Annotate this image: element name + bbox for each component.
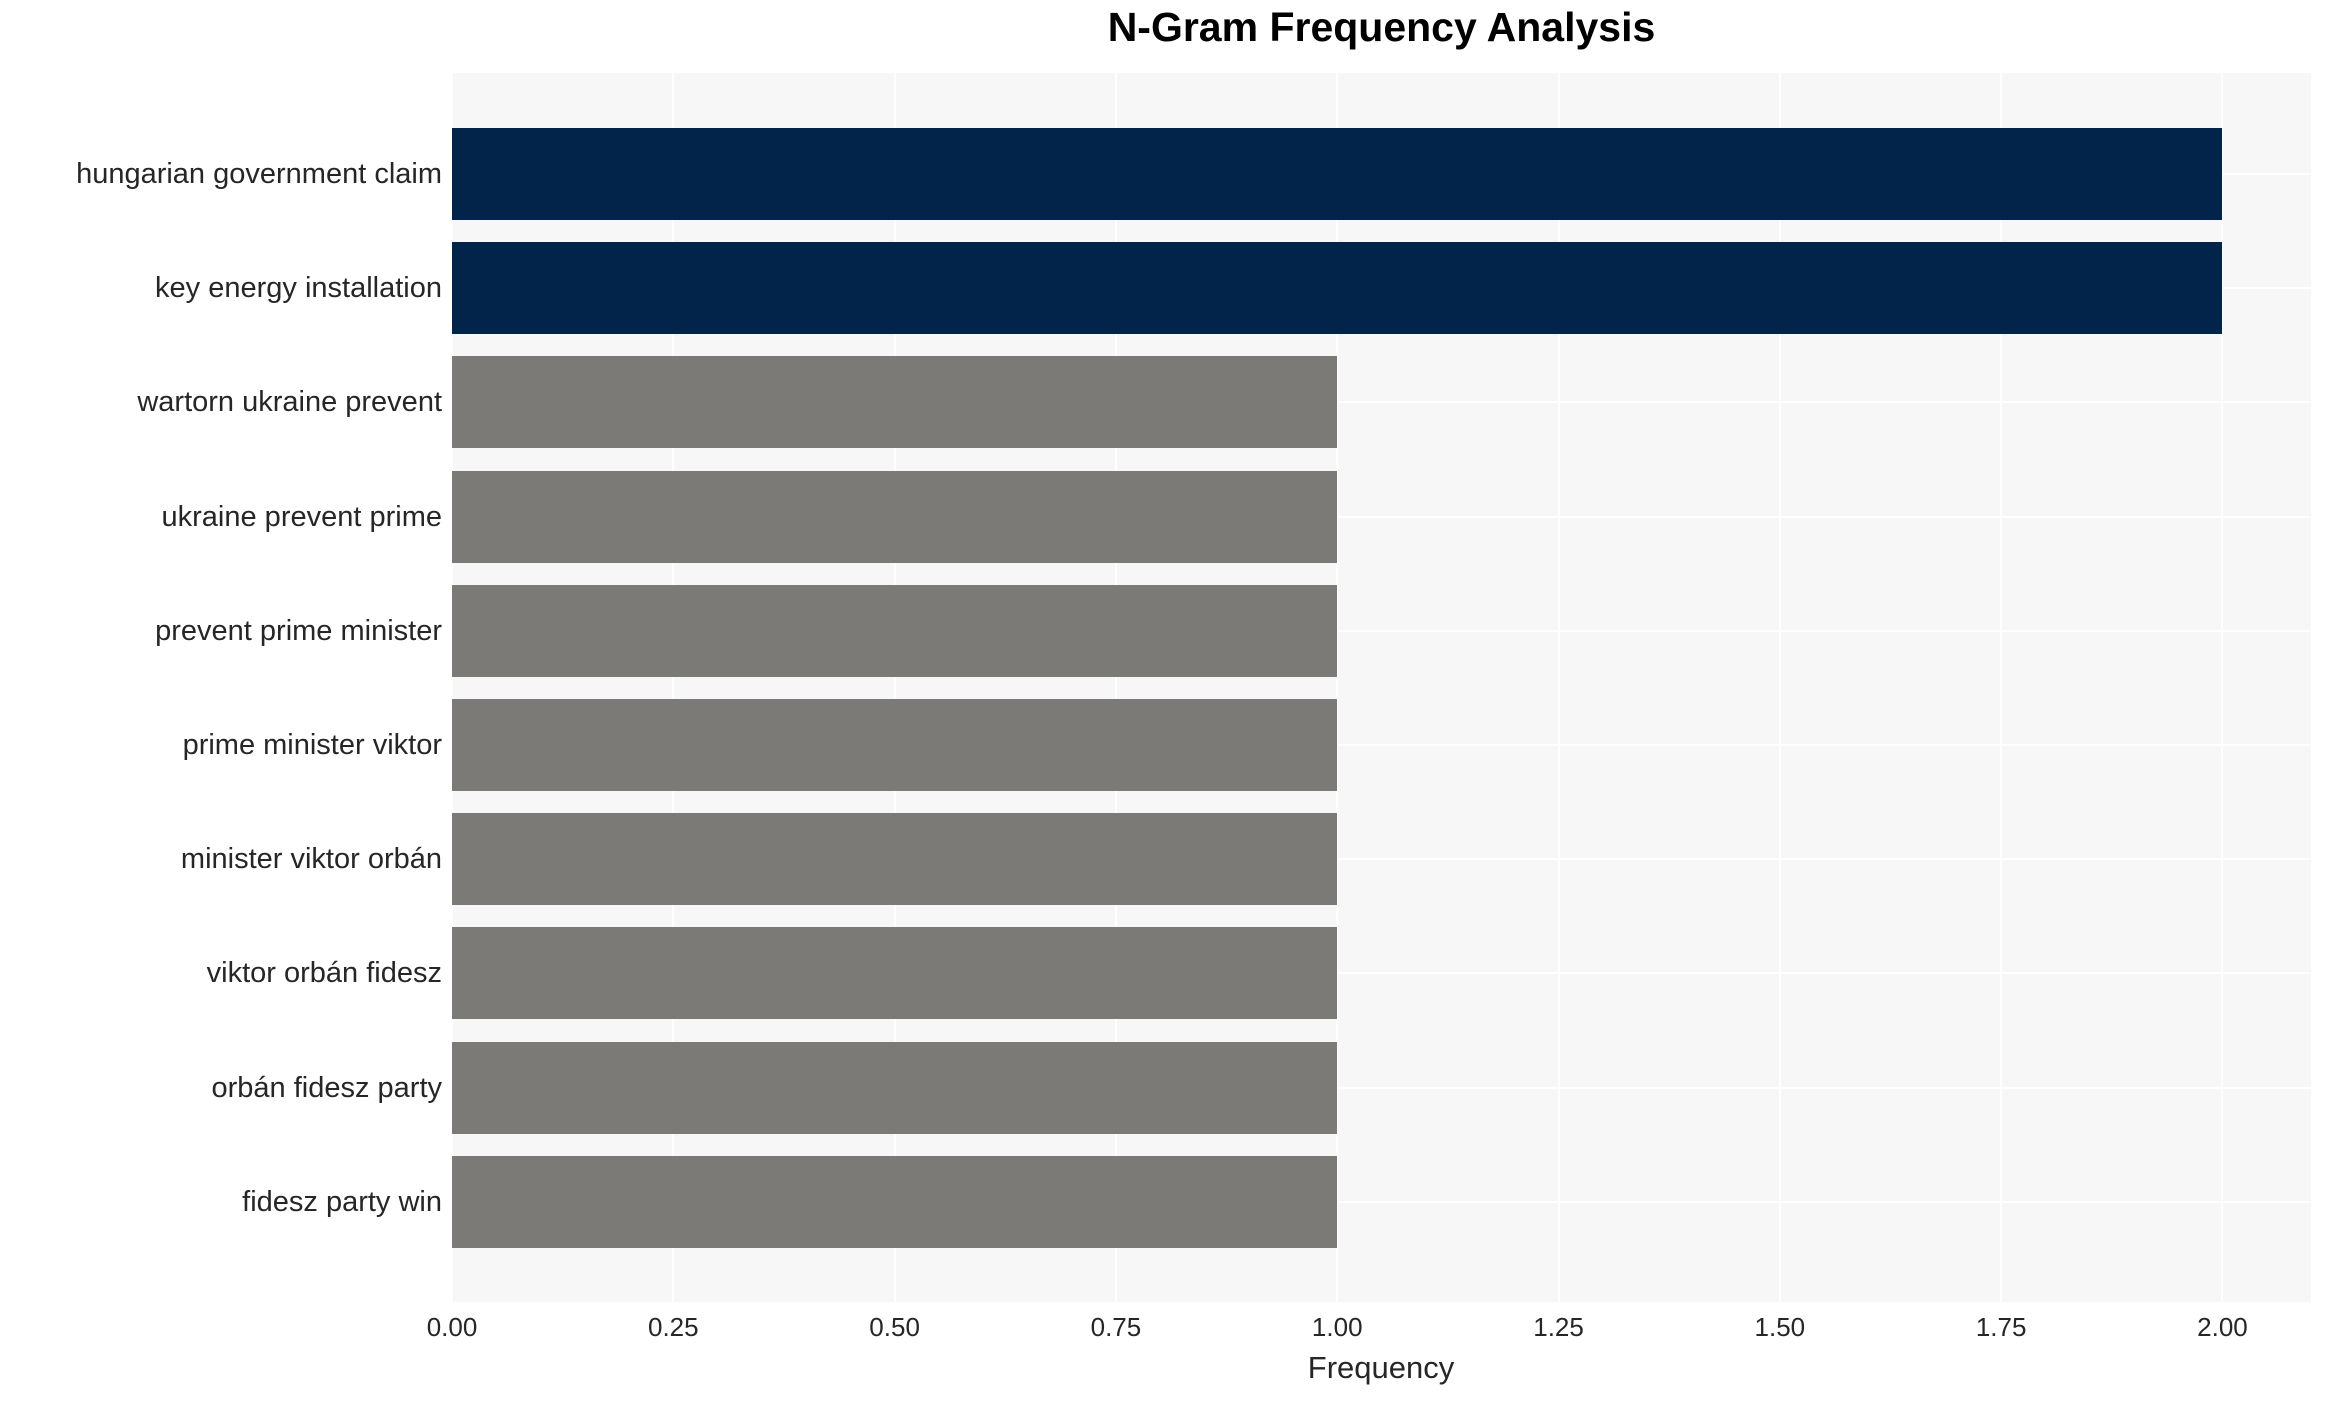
x-tick-label: 1.25 [1533, 1312, 1584, 1342]
bar-orbán-fidesz-party [452, 1041, 1338, 1134]
horizontal-gridline [452, 401, 2311, 404]
vertical-gridline [1114, 73, 1117, 1302]
vertical-gridline [672, 73, 675, 1302]
vertical-gridline [893, 73, 896, 1302]
category-label: prevent prime minister [155, 614, 442, 647]
category-label: minister viktor orbán [180, 843, 442, 876]
x-tick-label: 1.50 [1754, 1312, 1806, 1342]
bar-hungarian-government-claim [452, 128, 2223, 220]
vertical-gridline [2221, 73, 2224, 1302]
bar-key-energy-installation [452, 242, 2223, 335]
horizontal-gridline [452, 1086, 2311, 1089]
plot-area [451, 73, 2311, 1302]
bar-prime-minister-viktor [452, 699, 1338, 791]
bar-wartorn-ukraine-prevent [452, 356, 1338, 449]
x-tick-label: 2.00 [2197, 1312, 2248, 1342]
x-tick-label: 1.75 [1975, 1312, 2027, 1342]
vertical-gridline [1557, 73, 1560, 1302]
vertical-gridline [1778, 73, 1781, 1302]
vertical-gridline [1336, 73, 1339, 1302]
bar-viktor-orbán-fidesz [452, 927, 1338, 1020]
x-tick-label: 0.00 [426, 1312, 478, 1342]
category-label: fidesz party win [242, 1185, 442, 1218]
bar-minister-viktor-orbán [452, 813, 1338, 906]
x-tick-label: 0.25 [647, 1312, 699, 1342]
x-tick-label: 0.50 [869, 1312, 920, 1342]
chart-title: N-Gram Frequency Analysis [1107, 4, 1656, 50]
category-label: viktor orbán fidesz [206, 957, 442, 990]
category-label: wartorn ukraine prevent [137, 386, 442, 419]
horizontal-gridline [452, 515, 2311, 518]
bar-fidesz-party-win [452, 1155, 1338, 1248]
x-tick-label: 1.00 [1311, 1312, 1363, 1342]
x-tick-label: 0.75 [1090, 1312, 1142, 1342]
horizontal-gridline [452, 972, 2311, 975]
horizontal-gridline [452, 629, 2311, 632]
category-label: ukraine prevent prime [161, 500, 442, 533]
horizontal-gridline [452, 744, 2311, 746]
vertical-gridline [451, 73, 453, 1302]
bar-prevent-prime-minister [452, 584, 1338, 677]
category-label: orbán fidesz party [211, 1071, 442, 1104]
horizontal-gridline [452, 858, 2311, 861]
vertical-gridline [2000, 73, 2003, 1302]
x-axis-title: Frequency [1307, 1350, 1455, 1385]
category-label: key energy installation [155, 272, 442, 305]
category-label: prime minister viktor [182, 729, 442, 761]
horizontal-gridline [452, 1200, 2311, 1203]
category-label: hungarian government claim [76, 158, 442, 190]
bar-ukraine-prevent-prime [452, 470, 1338, 563]
